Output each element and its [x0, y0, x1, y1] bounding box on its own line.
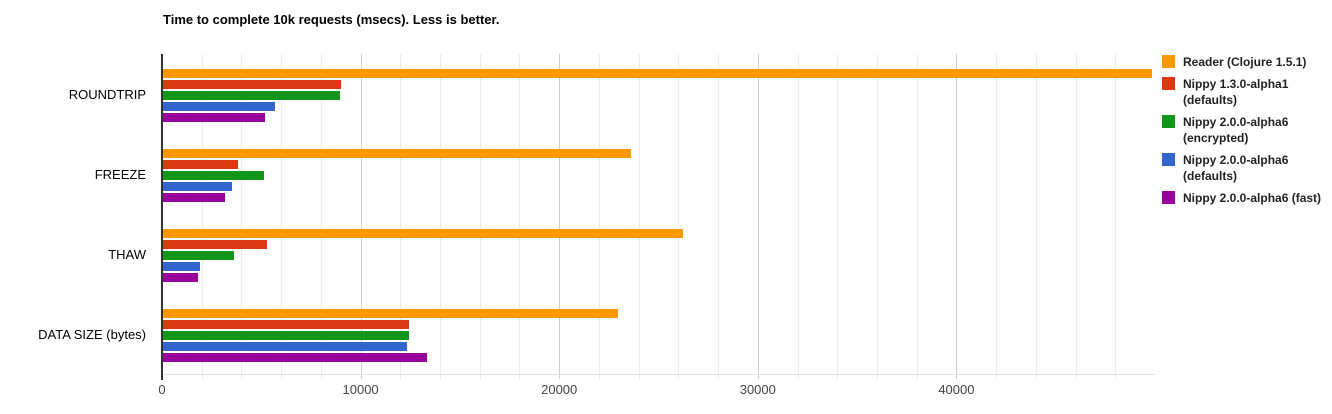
category-label: FREEZE — [94, 166, 146, 182]
minor-gridline — [1075, 54, 1077, 379]
bar-group — [162, 214, 1155, 294]
legend-swatch — [1162, 55, 1175, 68]
chart-title: Time to complete 10k requests (msecs). L… — [163, 12, 500, 27]
category-label: DATA SIZE (bytes) — [38, 326, 146, 342]
minor-gridline — [281, 54, 283, 379]
bar[interactable] — [162, 331, 410, 340]
minor-gridline — [201, 54, 203, 379]
bar[interactable] — [162, 69, 1153, 78]
minor-gridline — [1115, 54, 1117, 379]
minor-gridline — [519, 54, 521, 379]
bar-group — [162, 54, 1155, 134]
value-axis-tick-label: 10000 — [342, 382, 379, 397]
minor-gridline — [598, 54, 600, 379]
legend-label: Nippy 1.3.0-alpha1 (defaults) — [1183, 77, 1289, 107]
minor-gridline — [320, 54, 322, 379]
minor-gridline — [241, 54, 243, 379]
minor-gridline — [876, 54, 878, 379]
legend-item: Nippy 2.0.0-alpha6 (encrypted) — [1162, 114, 1332, 146]
minor-gridline — [916, 54, 918, 379]
minor-gridline — [440, 54, 442, 379]
major-gridline — [956, 54, 958, 379]
bar-group — [162, 294, 1155, 374]
bar[interactable] — [162, 229, 684, 238]
value-axis-baseline — [161, 54, 163, 380]
bar[interactable] — [162, 182, 232, 191]
legend-item: Nippy 1.3.0-alpha1 (defaults) — [1162, 76, 1332, 108]
bar[interactable] — [162, 273, 198, 282]
legend-label: Nippy 2.0.0-alpha6 (encrypted) — [1183, 115, 1289, 145]
minor-gridline — [638, 54, 640, 379]
value-axis-tick-label: 30000 — [739, 382, 776, 397]
legend-label: Nippy 2.0.0-alpha6 (fast) — [1183, 191, 1322, 205]
bar[interactable] — [162, 160, 239, 169]
value-axis-tick-label: 20000 — [541, 382, 578, 397]
value-axis-tick-label: 0 — [158, 382, 166, 397]
plot-area — [161, 54, 1155, 380]
bar[interactable] — [162, 113, 265, 122]
bar[interactable] — [162, 251, 234, 260]
category-axis: ROUNDTRIP FREEZE THAW DATA SIZE (bytes) — [0, 54, 146, 374]
bar[interactable] — [162, 102, 275, 111]
bar[interactable] — [162, 80, 342, 89]
value-axis: 0 10000 20000 30000 40000 — [158, 382, 1155, 400]
bar[interactable] — [162, 149, 631, 158]
legend: Reader (Clojure 1.5.1) Nippy 1.3.0-alpha1… — [1162, 54, 1332, 206]
minor-gridline — [837, 54, 839, 379]
major-gridline — [559, 54, 561, 379]
bar[interactable] — [162, 342, 408, 351]
minor-gridline — [996, 54, 998, 379]
bar[interactable] — [162, 240, 268, 249]
value-axis-tick-label: 40000 — [938, 382, 975, 397]
legend-item: Nippy 2.0.0-alpha6 (defaults) — [1162, 152, 1332, 184]
bar[interactable] — [162, 91, 341, 100]
bar[interactable] — [162, 309, 618, 318]
legend-item: Nippy 2.0.0-alpha6 (fast) — [1162, 190, 1332, 206]
minor-gridline — [400, 54, 402, 379]
legend-label: Nippy 2.0.0-alpha6 (defaults) — [1183, 153, 1289, 183]
bar[interactable] — [162, 171, 264, 180]
plot-bottom-border — [162, 374, 1155, 375]
major-gridline — [757, 54, 759, 379]
major-gridline — [360, 54, 362, 379]
legend-swatch — [1162, 77, 1175, 90]
bar[interactable] — [162, 353, 428, 362]
bar-group — [162, 134, 1155, 214]
legend-label: Reader (Clojure 1.5.1) — [1183, 55, 1307, 69]
minor-gridline — [718, 54, 720, 379]
category-label: THAW — [108, 246, 146, 262]
legend-swatch — [1162, 115, 1175, 128]
legend-swatch — [1162, 191, 1175, 204]
legend-swatch — [1162, 153, 1175, 166]
minor-gridline — [678, 54, 680, 379]
bar[interactable] — [162, 193, 225, 202]
minor-gridline — [479, 54, 481, 379]
bar[interactable] — [162, 320, 409, 329]
minor-gridline — [797, 54, 799, 379]
minor-gridline — [1035, 54, 1037, 379]
legend-item: Reader (Clojure 1.5.1) — [1162, 54, 1332, 70]
category-label: ROUNDTRIP — [68, 86, 146, 102]
bar[interactable] — [162, 262, 200, 271]
